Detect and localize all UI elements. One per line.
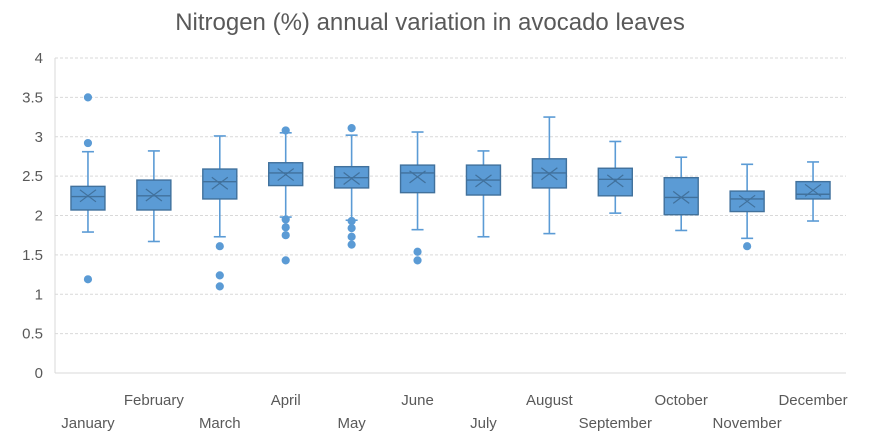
outlier-point	[83, 93, 93, 102]
interquartile-box	[202, 168, 238, 200]
outlier-point	[83, 275, 93, 284]
mean-marker	[343, 172, 360, 185]
interquartile-box	[136, 179, 172, 211]
x-tick-label: September	[579, 415, 652, 432]
x-axis-tick-labels: January February March April May June July Augu…	[61, 392, 847, 432]
mean-marker	[672, 190, 690, 204]
box-july	[465, 150, 502, 238]
outlier-point	[281, 231, 290, 240]
outlier-point	[83, 138, 93, 148]
mean-marker	[277, 168, 295, 182]
x-tick-label: June	[401, 392, 434, 409]
outlier-point	[215, 242, 224, 251]
y-tick-label: 3	[35, 129, 43, 146]
outlier-point	[743, 242, 752, 251]
y-tick-label: 2.5	[22, 168, 43, 185]
interquartile-box	[399, 164, 436, 194]
outlier-point	[281, 223, 290, 232]
box-september	[597, 140, 633, 214]
boxes	[70, 93, 831, 291]
x-tick-label: March	[199, 415, 241, 432]
y-tick-label: 1	[35, 286, 43, 303]
mean-marker	[541, 167, 558, 181]
mean-marker	[804, 183, 822, 197]
x-tick-label: February	[124, 392, 185, 409]
outlier-point	[281, 126, 290, 135]
outlier-point	[281, 215, 290, 224]
x-tick-label: January	[61, 415, 115, 432]
mean-marker	[409, 170, 426, 184]
box-may	[333, 123, 370, 249]
chart-title: Nitrogen (%) annual variation in avocado…	[175, 9, 685, 36]
box-october	[663, 156, 699, 232]
mean-marker	[79, 189, 97, 203]
gridlines	[55, 57, 846, 335]
mean-marker	[211, 176, 229, 190]
outlier-point	[347, 232, 356, 241]
box-november	[729, 163, 765, 251]
outlier-point	[347, 224, 356, 233]
outlier-point	[215, 271, 224, 280]
y-tick-label: 0.5	[22, 326, 43, 343]
x-tick-label: May	[337, 415, 366, 432]
y-tick-label: 0	[35, 365, 43, 382]
x-tick-label: August	[526, 392, 574, 409]
box-august	[531, 116, 568, 235]
mean-marker	[145, 188, 163, 202]
box-december	[795, 161, 831, 222]
y-axis-tick-labels: 0 0.5 1 1.5 2 2.5 3 3.5 4	[22, 50, 43, 382]
y-tick-label: 4	[35, 50, 43, 67]
mean-marker	[606, 174, 624, 188]
box-april	[268, 126, 304, 265]
x-tick-label: December	[778, 392, 847, 409]
outlier-point	[215, 282, 224, 291]
axes	[54, 58, 846, 374]
box-march	[202, 135, 238, 291]
interquartile-box	[663, 176, 699, 216]
outlier-point	[281, 256, 290, 265]
x-tick-label: April	[271, 392, 301, 409]
outlier-point	[413, 256, 422, 265]
x-tick-label: October	[655, 392, 708, 409]
mean-marker	[475, 174, 492, 188]
box-june	[399, 131, 436, 265]
outlier-point	[347, 123, 356, 133]
interquartile-box	[70, 185, 106, 211]
x-tick-label: July	[470, 415, 497, 432]
outlier-point	[347, 240, 356, 249]
y-tick-label: 3.5	[22, 89, 43, 106]
box-february	[136, 150, 172, 243]
y-tick-label: 2	[35, 208, 43, 225]
interquartile-box	[597, 167, 633, 197]
y-tick-label: 1.5	[22, 247, 43, 264]
outlier-point	[347, 216, 356, 226]
box-january	[70, 93, 106, 284]
mean-marker	[738, 194, 756, 208]
outlier-point	[413, 247, 422, 256]
x-tick-label: November	[713, 415, 782, 432]
